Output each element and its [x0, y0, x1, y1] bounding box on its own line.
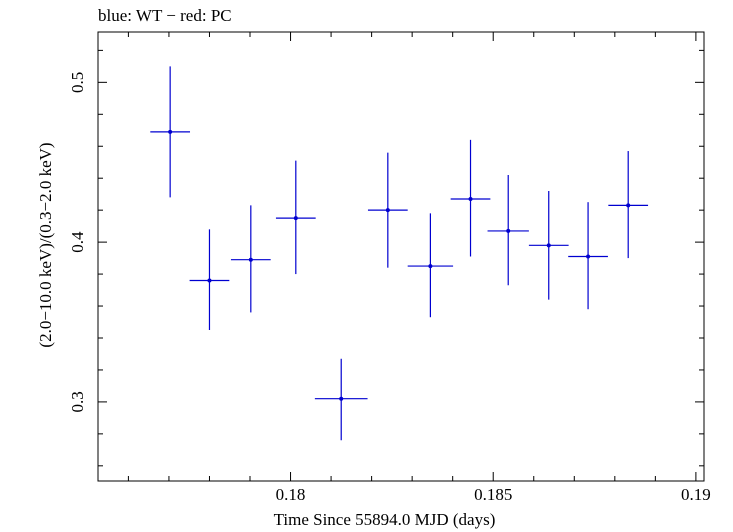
axes: 0.18 0.185 0.19 0.3 0.4 0.5 — [68, 32, 711, 504]
point-marker — [339, 396, 344, 401]
point-marker — [586, 254, 591, 259]
data-point — [150, 66, 191, 198]
point-marker — [293, 216, 298, 221]
data-point — [528, 190, 569, 300]
x-tick-label: 0.185 — [474, 485, 512, 504]
data-point — [189, 229, 230, 331]
plot-frame — [97, 31, 705, 482]
point-marker — [168, 129, 173, 134]
data-point — [608, 151, 649, 259]
data-point — [367, 152, 408, 268]
y-tick-label: 0.5 — [68, 72, 87, 93]
point-marker — [385, 208, 390, 213]
point-marker — [626, 203, 631, 208]
x-axis-label: Time Since 55894.0 MJD (days) — [273, 510, 496, 529]
point-marker — [428, 264, 433, 269]
data-marks — [150, 66, 649, 441]
y-tick-label: 0.3 — [68, 391, 87, 412]
point-marker — [546, 243, 551, 248]
data-point — [407, 213, 454, 318]
data-point — [314, 358, 368, 441]
x-tick-label: 0.19 — [681, 485, 711, 504]
point-marker — [248, 257, 253, 262]
data-point — [568, 202, 608, 310]
point-marker — [468, 196, 473, 201]
x-tick-label: 0.18 — [276, 485, 306, 504]
data-point — [487, 175, 529, 286]
data-point — [275, 160, 316, 275]
point-marker — [207, 278, 212, 283]
point-marker — [506, 228, 511, 233]
data-point — [230, 205, 271, 313]
chart-title: blue: WT − red: PC — [98, 6, 232, 25]
data-point — [450, 139, 491, 257]
y-tick-label: 0.4 — [68, 231, 87, 253]
